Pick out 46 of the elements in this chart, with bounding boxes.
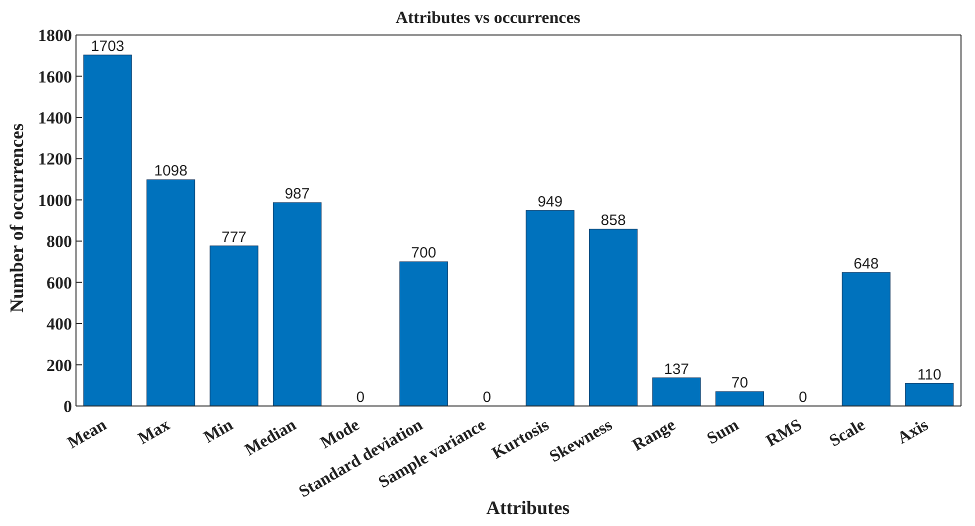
y-tick-label: 1800 — [38, 26, 72, 46]
data-label: 648 — [854, 255, 879, 272]
x-tick-label: Mode — [316, 414, 363, 452]
x-tick-label: RMS — [762, 415, 805, 450]
x-tick-label: Axis — [894, 414, 932, 448]
data-label: 858 — [600, 212, 626, 230]
data-label: 0 — [798, 389, 808, 406]
data-label: 110 — [917, 366, 942, 384]
data-label: 1098 — [154, 162, 188, 180]
bar — [589, 228, 638, 406]
bar — [399, 261, 448, 406]
y-tick-label: 1000 — [38, 190, 72, 210]
x-tick-label: Sum — [704, 415, 742, 448]
bar — [715, 391, 764, 406]
data-label: 0 — [482, 389, 492, 406]
data-label: 987 — [284, 186, 310, 203]
data-label: 0 — [356, 389, 365, 406]
y-axis-title: Number of occurrences — [7, 123, 29, 313]
x-tick-label: Mean — [64, 414, 110, 452]
chart-title: Attributes vs occurrences — [394, 8, 582, 28]
y-tick-label: 400 — [46, 314, 72, 334]
bar — [272, 202, 322, 406]
data-label: 70 — [731, 374, 748, 392]
x-tick-label: Scale — [826, 414, 869, 450]
y-tick-label: 800 — [46, 232, 72, 252]
y-tick-label: 1200 — [38, 150, 72, 169]
data-label: 137 — [664, 360, 690, 378]
y-tick-label: 1600 — [38, 67, 72, 86]
bar — [905, 383, 954, 406]
y-tick-label: 0 — [64, 397, 72, 416]
y-tick-label: 1400 — [38, 108, 72, 128]
data-label: 949 — [538, 193, 563, 210]
bar — [842, 272, 890, 406]
bar — [652, 377, 701, 406]
x-tick-label: Min — [200, 414, 236, 447]
bar — [210, 246, 258, 406]
x-tick-label: Max — [134, 414, 174, 448]
data-label: 1703 — [90, 38, 124, 55]
y-tick-label: 600 — [46, 273, 72, 292]
bar — [526, 210, 574, 406]
bar — [83, 54, 132, 406]
y-tick-label: 200 — [46, 356, 72, 375]
data-label: 777 — [222, 228, 247, 246]
x-axis-title: Attributes — [486, 498, 570, 519]
bar — [146, 179, 196, 406]
data-label: 700 — [411, 244, 436, 262]
